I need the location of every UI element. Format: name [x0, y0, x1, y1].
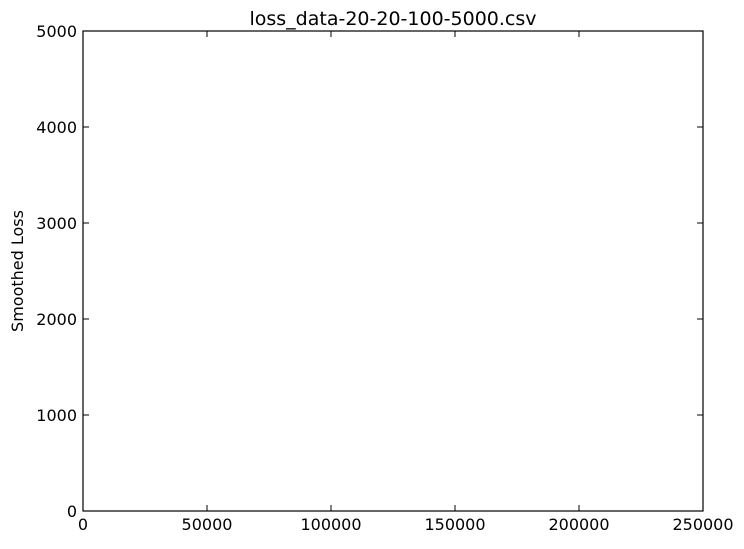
x-tick-label: 250000: [672, 515, 733, 534]
y-tick-label: 5000: [36, 22, 77, 41]
plot-frame: [82, 30, 704, 512]
x-axis-ticks: 0 50000 100000 150000 200000 250000: [78, 31, 734, 534]
y-tick-label: 3000: [36, 214, 77, 233]
y-tick-label: 4000: [36, 118, 77, 137]
x-tick-label: 150000: [424, 515, 485, 534]
y-axis-label: Smoothed Loss: [8, 210, 27, 332]
x-tick-label: 0: [78, 515, 88, 534]
chart-title: loss_data-20-20-100-5000.csv: [249, 8, 536, 30]
x-tick-label: 200000: [548, 515, 609, 534]
y-tick-label: 0: [67, 502, 77, 521]
x-tick-label: 50000: [182, 515, 233, 534]
y-tick-label: 1000: [36, 406, 77, 425]
y-tick-label: 2000: [36, 310, 77, 329]
y-axis-ticks: 0 1000 2000 3000 4000 5000: [36, 22, 703, 521]
x-tick-label: 100000: [300, 515, 361, 534]
